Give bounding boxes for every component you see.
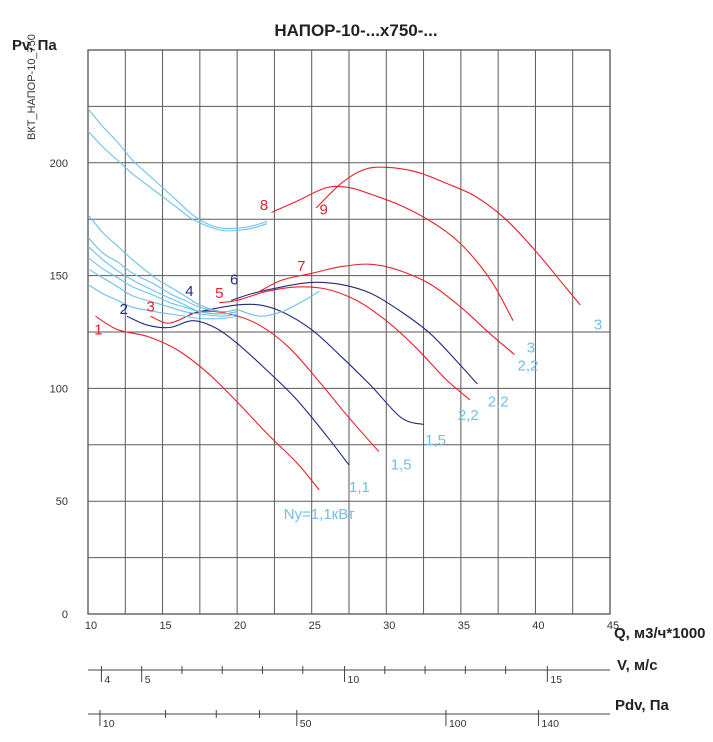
curve-cyan	[87, 130, 268, 232]
curve-red	[259, 263, 515, 356]
curve-label: 2,2	[458, 407, 479, 424]
curve-label: 3	[146, 299, 154, 316]
curve-blue	[189, 303, 424, 426]
x-tick-label: 45	[607, 620, 619, 632]
pdv-scale-tick-label: 10	[103, 718, 115, 730]
y-tick-labels: 0 50 100 150 200	[50, 158, 68, 621]
curve-label: 1,5	[391, 457, 412, 474]
y-tick-label: 0	[62, 609, 68, 621]
curve-red	[150, 310, 380, 452]
curve-label: 2	[120, 301, 128, 318]
y-tick-label: 200	[50, 158, 68, 170]
curve-label: 1,5	[425, 432, 446, 449]
x-tick-label: 40	[532, 620, 544, 632]
grid	[88, 50, 610, 614]
dynamic-pressure-scale: 10 50 100 140	[88, 710, 610, 730]
v-scale-title: V, м/с	[617, 657, 658, 674]
y-axis-title: Pv, Па	[12, 37, 57, 54]
curve-blue	[126, 315, 350, 466]
curve-label: 6	[230, 272, 238, 289]
v-scale-tick-label: 15	[550, 674, 562, 686]
pdv-scale-tick-label: 100	[449, 718, 467, 730]
x-tick-labels: 10 15 20 25 30 35 40 45	[85, 620, 619, 632]
x-axis-title: Q, м3/ч*1000	[614, 625, 706, 642]
curve-cyan	[87, 108, 268, 230]
pdv-scale-tick-label: 50	[300, 718, 312, 730]
v-scale-tick-label: 4	[104, 674, 110, 686]
pdv-scale-title: Pdv, Па	[615, 697, 670, 714]
curve-cyan	[87, 214, 238, 313]
curve-label: 8	[260, 197, 268, 214]
x-tick-label: 20	[234, 620, 246, 632]
y-tick-label: 100	[50, 383, 68, 395]
curve-label: 3	[527, 339, 535, 356]
curve-red	[219, 286, 471, 401]
curve-label: Nу=1,1кВт	[284, 506, 355, 523]
y-tick-label: 150	[50, 271, 68, 283]
v-scale-tick-label: 5	[145, 674, 151, 686]
v-scale-tick-label: 10	[348, 674, 360, 686]
x-tick-label: 25	[309, 620, 321, 632]
curve-cyan	[87, 268, 238, 317]
chart-title: НАПОР-10-...х750-...	[274, 21, 437, 40]
curve-cyan	[87, 284, 238, 320]
curve-label: 9	[319, 202, 327, 219]
velocity-scale: 4 5 10 15	[88, 666, 610, 686]
curve-cyan	[236, 290, 320, 317]
curve-blue	[231, 281, 478, 385]
pdv-scale-tick-label: 140	[541, 718, 559, 730]
curve-red	[315, 166, 581, 306]
curve-label: 7	[297, 258, 305, 275]
side-code-label: ВКТ_НАПОР-10_750	[26, 34, 38, 140]
curves	[87, 108, 581, 491]
curve-label: 1,1	[349, 479, 370, 496]
curve-cyan	[87, 236, 238, 313]
curve-label: 1	[94, 321, 102, 338]
curve-label: 2,2	[518, 357, 539, 374]
curve-label: 3	[594, 317, 602, 334]
curve-label: 5	[215, 285, 223, 302]
curve-cyan	[87, 257, 238, 315]
curve-red	[271, 185, 514, 321]
x-tick-label: 35	[458, 620, 470, 632]
curve-red	[95, 315, 320, 491]
curve-label: 4	[185, 283, 193, 300]
curve-label: 2,2	[488, 393, 509, 410]
y-tick-label: 50	[56, 496, 68, 508]
x-tick-label: 10	[85, 620, 97, 632]
x-tick-label: 30	[383, 620, 395, 632]
x-tick-label: 15	[159, 620, 171, 632]
